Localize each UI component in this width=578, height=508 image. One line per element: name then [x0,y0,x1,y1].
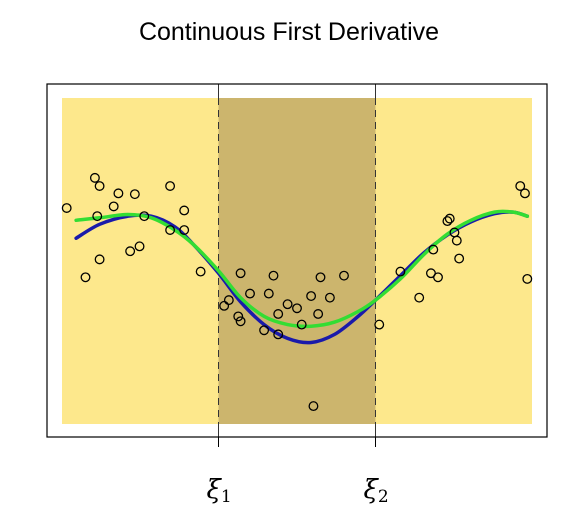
data-point-21 [235,316,246,327]
region-1 [62,98,219,424]
data-point-35 [308,401,319,412]
data-point-13 [165,181,176,191]
data-point-50 [515,181,526,191]
data-point-38 [374,319,385,330]
data-point-47 [451,235,462,246]
data-point-1 [61,203,72,213]
knot-label-2: ξ2 [363,475,388,507]
data-point-8 [113,188,124,199]
fitted-curves [74,209,530,345]
data-point-34 [315,272,326,283]
data-point-32 [306,291,317,301]
fit-curve-2 [74,209,530,329]
data-point-2 [80,272,91,283]
data-point-17 [195,266,206,277]
data-points [61,172,533,412]
data-point-29 [282,299,293,310]
chart-title: Continuous First Derivative [138,18,440,46]
data-point-11 [134,241,145,252]
knot-lines [218,84,376,437]
data-point-30 [292,303,302,314]
data-point-28 [273,329,284,340]
data-point-12 [139,211,150,222]
data-point-43 [433,272,443,283]
data-point-9 [129,189,140,200]
data-point-22 [235,268,246,279]
data-point-33 [313,309,324,319]
data-point-27 [273,309,284,319]
knot-ticks [218,437,376,447]
data-point-16 [179,225,190,235]
region-2 [218,98,376,424]
data-point-5 [94,181,105,191]
data-point-42 [428,244,439,255]
data-point-6 [94,254,105,265]
data-point-51 [522,273,533,284]
data-point-49 [520,188,530,199]
plot-frame [46,83,548,438]
data-point-40 [414,292,425,303]
data-point-48 [454,253,465,264]
data-point-45 [444,213,455,224]
data-point-44 [442,216,453,227]
data-point-26 [268,270,279,281]
data-point-37 [339,270,349,281]
knot-label-1: ξ1 [207,475,232,507]
data-point-31 [296,319,307,330]
data-point-36 [324,292,335,303]
region-3 [375,98,532,424]
data-point-23 [245,288,255,299]
data-point-4 [92,211,103,222]
knot-labels: ξ1 ξ2 [207,475,389,507]
data-point-24 [259,325,270,336]
data-point-39 [395,266,406,277]
data-point-7 [108,201,119,212]
data-point-15 [179,205,190,216]
data-point-20 [233,311,244,322]
knot-regions [62,98,532,424]
data-point-3 [89,172,100,183]
data-point-19 [223,295,234,306]
data-point-14 [165,225,176,235]
data-point-10 [125,246,136,257]
data-point-25 [263,288,274,299]
